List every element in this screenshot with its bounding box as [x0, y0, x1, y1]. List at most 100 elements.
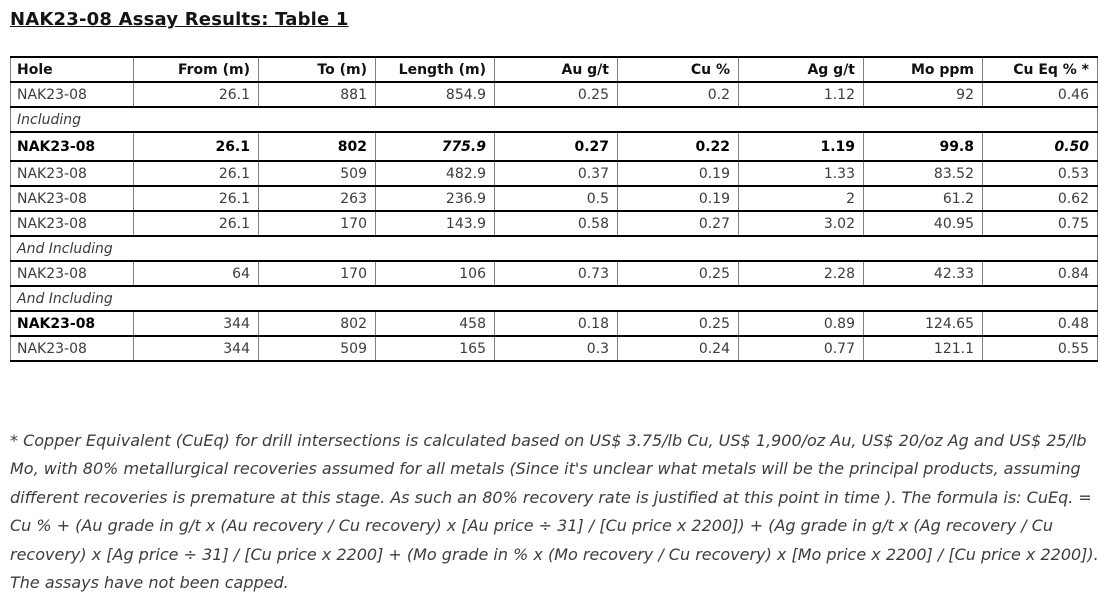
cell-value: 0.3: [494, 335, 618, 362]
column-header-hole: Hole: [10, 56, 134, 83]
cell-value: 0.25: [617, 310, 739, 337]
cell-value: 92: [863, 81, 983, 108]
cell-value: 802: [258, 131, 376, 162]
data-row: NAK23-08 26.1 802 775.9 0.27 0.22 1.19 99.8 0.50: [10, 131, 1098, 162]
cell-value: 106: [375, 260, 495, 287]
cell-value: 143.9: [375, 210, 495, 237]
cell-hole: NAK23-08: [10, 185, 134, 212]
cell-value: 83.52: [863, 160, 983, 187]
section-label: And Including: [10, 235, 1098, 262]
data-row: NAK23-08 344 802 458 0.18 0.25 0.89 124.65 0.48: [10, 310, 1098, 337]
table-body: NAK23-08 26.1 881 854.9 0.25 0.2 1.12 92 0.46 Inc…: [10, 81, 1098, 362]
cell-value: 263: [258, 185, 376, 212]
cell-hole: NAK23-08: [10, 210, 134, 237]
section-label: Including: [10, 106, 1098, 133]
cell-value: 0.77: [738, 335, 864, 362]
cell-value: 0.55: [982, 335, 1098, 362]
cell-value: 40.95: [863, 210, 983, 237]
cell-value: 170: [258, 260, 376, 287]
cell-value: 236.9: [375, 185, 495, 212]
cell-value: 2.28: [738, 260, 864, 287]
cell-value: 0.27: [617, 210, 739, 237]
cell-value: 26.1: [133, 210, 259, 237]
cell-value: 0.58: [494, 210, 618, 237]
cell-value: 0.62: [982, 185, 1098, 212]
cell-value: 26.1: [133, 160, 259, 187]
cell-value: 0.46: [982, 81, 1098, 108]
cell-hole: NAK23-08: [10, 260, 134, 287]
cell-hole: NAK23-08: [10, 131, 134, 162]
cell-value: 0.50: [982, 131, 1098, 162]
section-row: And Including: [10, 235, 1098, 262]
cell-value: 1.12: [738, 81, 864, 108]
cell-value: 165: [375, 335, 495, 362]
cell-value: 61.2: [863, 185, 983, 212]
cell-value: 1.19: [738, 131, 864, 162]
cell-value: 0.25: [494, 81, 618, 108]
data-row: NAK23-08 344 509 165 0.3 0.24 0.77 121.1 0.55: [10, 335, 1098, 362]
cell-value: 0.73: [494, 260, 618, 287]
data-row: NAK23-08 26.1 509 482.9 0.37 0.19 1.33 83.52 0.5…: [10, 160, 1098, 187]
data-row: NAK23-08 26.1 263 236.9 0.5 0.19 2 61.2 0.62: [10, 185, 1098, 212]
cell-value: 121.1: [863, 335, 983, 362]
page-title: NAK23-08 Assay Results: Table 1: [10, 9, 349, 30]
cell-value: 482.9: [375, 160, 495, 187]
cell-value: 0.19: [617, 185, 739, 212]
cell-value: 170: [258, 210, 376, 237]
section-row: And Including: [10, 285, 1098, 312]
assay-results-table: Hole From (m) To (m) Length (m) Au g/t Cu % Ag…: [10, 56, 1098, 362]
cell-value: 124.65: [863, 310, 983, 337]
data-row: NAK23-08 26.1 170 143.9 0.58 0.27 3.02 40.95 0.7…: [10, 210, 1098, 237]
cell-value: 0.89: [738, 310, 864, 337]
cell-value: 0.2: [617, 81, 739, 108]
cell-value: 64: [133, 260, 259, 287]
cell-value: 344: [133, 335, 259, 362]
column-header-ag-g-t: Ag g/t: [738, 56, 864, 83]
cell-value: 0.22: [617, 131, 739, 162]
cell-value: 26.1: [133, 185, 259, 212]
cell-value: 344: [133, 310, 259, 337]
cell-value: 881: [258, 81, 376, 108]
cell-value: 509: [258, 335, 376, 362]
section-label: And Including: [10, 285, 1098, 312]
column-header-cu: Cu %: [617, 56, 739, 83]
section-row: Including: [10, 106, 1098, 133]
column-header-au-g-t: Au g/t: [494, 56, 618, 83]
cell-value: 3.02: [738, 210, 864, 237]
footnote-cueq-explanation: * Copper Equivalent (CuEq) for drill int…: [10, 431, 1099, 593]
cell-value: 0.5: [494, 185, 618, 212]
cell-value: 99.8: [863, 131, 983, 162]
cell-value: 0.24: [617, 335, 739, 362]
cell-value: 0.37: [494, 160, 618, 187]
cell-value: 0.19: [617, 160, 739, 187]
cell-value: 854.9: [375, 81, 495, 108]
cell-hole: NAK23-08: [10, 335, 134, 362]
cell-value: 0.84: [982, 260, 1098, 287]
cell-value: 775.9: [375, 131, 495, 162]
cell-value: 0.53: [982, 160, 1098, 187]
cell-value: 0.48: [982, 310, 1098, 337]
column-header-length-m: Length (m): [375, 56, 495, 83]
cell-hole: NAK23-08: [10, 310, 134, 337]
cell-value: 0.25: [617, 260, 739, 287]
cell-value: 2: [738, 185, 864, 212]
cell-value: 0.27: [494, 131, 618, 162]
column-header-from-m: From (m): [133, 56, 259, 83]
cell-value: 509: [258, 160, 376, 187]
column-header-to-m: To (m): [258, 56, 376, 83]
cell-hole: NAK23-08: [10, 160, 134, 187]
cell-value: 0.18: [494, 310, 618, 337]
cell-hole: NAK23-08: [10, 81, 134, 108]
column-header-mo-ppm: Mo ppm: [863, 56, 983, 83]
data-row: NAK23-08 26.1 881 854.9 0.25 0.2 1.12 92 0.46: [10, 81, 1098, 108]
cell-value: 26.1: [133, 131, 259, 162]
cell-value: 1.33: [738, 160, 864, 187]
cell-value: 802: [258, 310, 376, 337]
data-row: NAK23-08 64 170 106 0.73 0.25 2.28 42.33 0.84: [10, 260, 1098, 287]
table-header-row: Hole From (m) To (m) Length (m) Au g/t Cu % Ag…: [10, 56, 1098, 83]
cell-value: 0.75: [982, 210, 1098, 237]
cell-value: 26.1: [133, 81, 259, 108]
cell-value: 42.33: [863, 260, 983, 287]
cell-value: 458: [375, 310, 495, 337]
